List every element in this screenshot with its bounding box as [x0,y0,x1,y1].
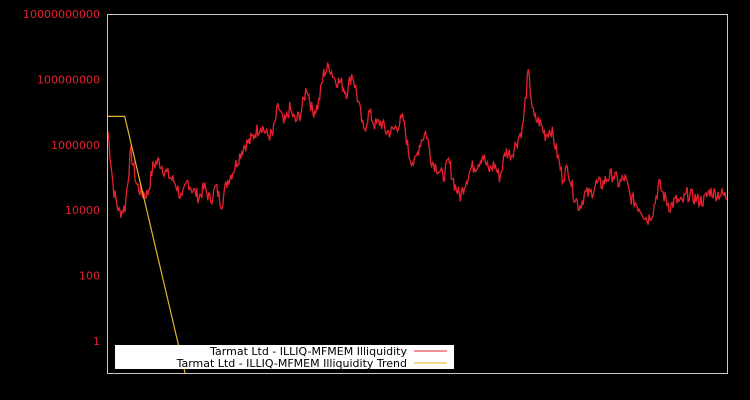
y-tick-label: 100 [79,270,100,283]
plot-frame [107,14,728,374]
series-illiquidity-line [108,62,727,225]
y-tick-label: 10000 [65,204,100,217]
y-tick-label: 10000000000 [23,8,100,21]
series-trend-line [108,115,186,373]
legend-label-trend: Tarmat Ltd - ILLIQ-MFMEM Illiquidity Tre… [176,357,407,370]
legend: Tarmat Ltd - ILLIQ-MFMEM Illiquidity Tar… [115,345,454,370]
legend-box [115,345,454,369]
y-tick-label: 1000000 [51,139,100,152]
y-tick-label: 100000000 [37,73,100,86]
plot-series [108,62,727,373]
y-tick-label: 1 [93,335,100,348]
legend-label-illiquidity: Tarmat Ltd - ILLIQ-MFMEM Illiquidity [209,345,407,358]
y-axis-ticks: 10000000000 100000000 1000000 10000 100 1 [23,8,100,348]
